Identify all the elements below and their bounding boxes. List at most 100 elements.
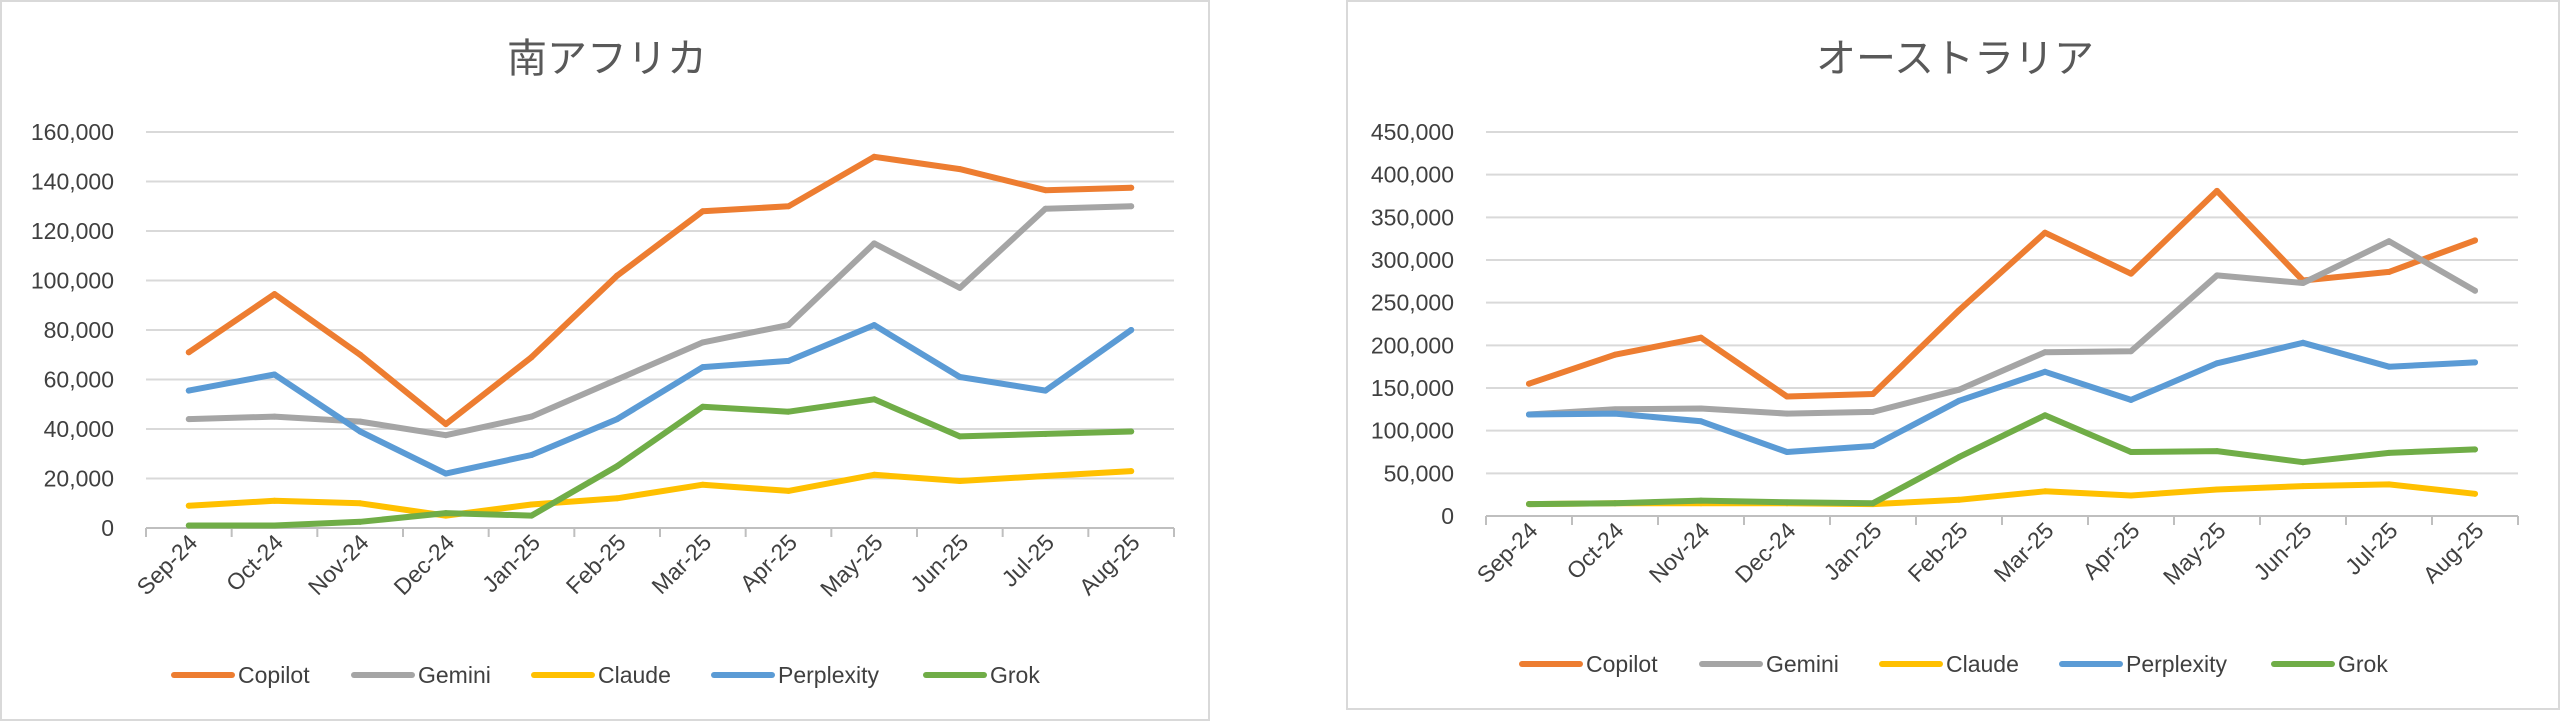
y-tick-label: 60,000 <box>44 367 114 393</box>
x-tick-label: Jun-25 <box>2248 517 2316 585</box>
data-point-grok <box>1698 497 1704 504</box>
data-point-copilot <box>1042 187 1049 194</box>
x-tick-label: Apr-25 <box>2077 517 2144 584</box>
y-tick-label: 0 <box>101 515 114 541</box>
legend-label-gemini: Gemini <box>418 662 491 688</box>
data-point-copilot <box>699 208 706 215</box>
data-point-gemini <box>956 284 963 291</box>
y-tick-label: 80,000 <box>44 317 114 343</box>
data-point-copilot <box>2472 237 2478 244</box>
legend-label-claude: Claude <box>598 662 671 688</box>
x-tick-label: Feb-25 <box>1903 517 1973 587</box>
data-point-copilot <box>614 272 621 279</box>
series-line-grok <box>185 396 1135 529</box>
data-point-perplexity <box>357 428 364 435</box>
data-point-perplexity <box>2042 368 2048 375</box>
data-point-copilot <box>442 421 449 428</box>
x-tick-label: Jan-25 <box>1818 517 1886 585</box>
data-point-copilot <box>871 153 878 160</box>
data-point-copilot <box>185 349 192 356</box>
data-point-claude <box>1042 473 1049 480</box>
data-point-perplexity <box>185 387 192 394</box>
data-point-copilot <box>956 166 963 173</box>
data-point-grok <box>614 463 621 470</box>
data-point-grok <box>1526 501 1532 508</box>
y-tick-label: 100,000 <box>31 268 114 294</box>
data-point-perplexity <box>1042 387 1049 394</box>
data-point-grok <box>871 396 878 403</box>
data-point-copilot <box>2214 187 2220 194</box>
data-point-claude <box>871 471 878 478</box>
x-tick-label: Mar-25 <box>646 529 716 599</box>
data-point-perplexity <box>871 322 878 329</box>
data-point-gemini <box>2300 280 2306 287</box>
data-point-grok <box>271 522 278 529</box>
data-point-grok <box>699 403 706 410</box>
data-point-claude <box>2300 483 2306 490</box>
data-point-grok <box>528 512 535 519</box>
data-point-claude <box>357 500 364 507</box>
data-point-gemini <box>442 432 449 439</box>
data-point-gemini <box>2214 272 2220 279</box>
x-tick-label: Dec-24 <box>1730 517 1801 588</box>
data-point-perplexity <box>1612 410 1618 417</box>
data-point-grok <box>956 433 963 440</box>
data-point-gemini <box>528 413 535 420</box>
y-tick-label: 50,000 <box>1384 460 1454 486</box>
data-point-perplexity <box>2128 396 2134 403</box>
data-point-claude <box>2472 490 2478 497</box>
series-line-gemini <box>1526 238 2478 418</box>
data-point-grok <box>2128 449 2134 455</box>
data-point-grok <box>1784 499 1790 506</box>
chart-south-africa: 南アフリカ 0 20,000 40,000 60,000 80,000 100,000 120… <box>0 0 1210 721</box>
data-point-gemini <box>357 418 364 425</box>
x-tick-label: Oct-24 <box>1561 517 1628 584</box>
chart-title: オーストラリア <box>1816 37 2094 81</box>
data-point-perplexity <box>2386 363 2392 370</box>
series-line-copilot <box>1526 187 2478 400</box>
data-point-grok <box>185 522 192 529</box>
legend-label-grok: Grok <box>2338 651 2388 677</box>
x-tick-label: Jan-25 <box>477 529 545 597</box>
data-point-grok <box>1956 454 1962 461</box>
data-point-claude <box>2214 486 2220 493</box>
x-tick-label: Mar-25 <box>1989 517 2059 587</box>
data-point-gemini <box>614 376 621 383</box>
data-point-copilot <box>2042 229 2048 236</box>
y-tick-label: 100,000 <box>1371 418 1454 444</box>
data-point-copilot <box>271 291 278 298</box>
data-point-gemini <box>2472 287 2478 294</box>
data-point-claude <box>1128 468 1135 475</box>
data-point-perplexity <box>699 364 706 371</box>
data-point-claude <box>528 501 535 508</box>
data-point-perplexity <box>271 371 278 378</box>
data-point-gemini <box>871 240 878 247</box>
data-point-claude <box>2042 488 2048 495</box>
series-line-grok <box>1526 412 2478 508</box>
data-point-perplexity <box>1698 418 1704 425</box>
y-tick-label: 450,000 <box>1371 119 1454 145</box>
x-tick-label: Sep-24 <box>132 529 203 600</box>
data-point-grok <box>2300 459 2306 466</box>
chart-australia: オーストラリア 0 50,000 100,000 150,000 200,000 250,0… <box>1346 0 2560 710</box>
chart-title: 南アフリカ <box>507 37 707 81</box>
data-point-grok <box>785 408 792 415</box>
data-point-gemini <box>2386 238 2392 245</box>
y-tick-label: 250,000 <box>1371 290 1454 316</box>
legend-label-grok: Grok <box>990 662 1040 688</box>
y-tick-label: 20,000 <box>44 466 114 492</box>
data-point-gemini <box>785 322 792 329</box>
data-point-claude <box>2386 481 2392 488</box>
data-point-gemini <box>1956 386 1962 393</box>
data-point-grok <box>2386 449 2392 456</box>
data-point-copilot <box>2386 268 2392 275</box>
data-point-copilot <box>1870 390 1876 397</box>
data-point-perplexity <box>785 357 792 364</box>
data-point-grok <box>357 518 364 525</box>
data-point-perplexity <box>614 416 621 423</box>
x-tick-label: Aug-25 <box>2418 517 2489 588</box>
data-point-gemini <box>185 416 192 423</box>
data-point-copilot <box>2128 270 2134 277</box>
data-point-perplexity <box>1870 443 1876 450</box>
y-tick-label: 150,000 <box>1371 375 1454 401</box>
